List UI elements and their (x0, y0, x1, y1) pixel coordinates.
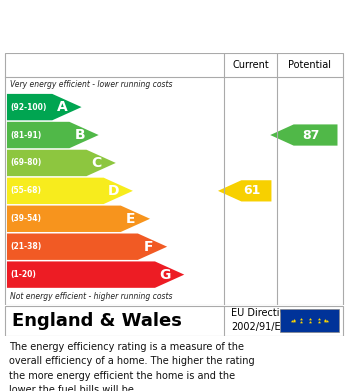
Text: Very energy efficient - lower running costs: Very energy efficient - lower running co… (10, 81, 173, 90)
Polygon shape (218, 180, 271, 201)
Polygon shape (270, 124, 338, 145)
Text: (81-91): (81-91) (10, 131, 42, 140)
Polygon shape (7, 262, 184, 288)
Polygon shape (7, 206, 150, 232)
Text: (39-54): (39-54) (10, 214, 41, 223)
Text: England & Wales: England & Wales (12, 312, 182, 330)
Text: 87: 87 (302, 129, 320, 142)
Text: D: D (108, 184, 120, 198)
Text: (92-100): (92-100) (10, 102, 47, 111)
Bar (280, 309, 339, 332)
Text: Potential: Potential (288, 60, 331, 70)
Polygon shape (7, 150, 116, 176)
Text: Not energy efficient - higher running costs: Not energy efficient - higher running co… (10, 292, 173, 301)
Text: F: F (143, 240, 153, 254)
Text: Current: Current (232, 60, 269, 70)
Polygon shape (7, 94, 81, 120)
Text: E: E (126, 212, 136, 226)
Text: The energy efficiency rating is a measure of the
overall efficiency of a home. T: The energy efficiency rating is a measur… (9, 342, 254, 391)
Text: Energy Efficiency Rating: Energy Efficiency Rating (10, 20, 220, 35)
Text: (55-68): (55-68) (10, 187, 41, 196)
Polygon shape (7, 122, 98, 148)
Text: A: A (57, 100, 68, 114)
Text: (69-80): (69-80) (10, 158, 42, 167)
Text: G: G (159, 267, 171, 282)
Text: (1-20): (1-20) (10, 270, 36, 279)
Text: EU Directive
2002/91/EC: EU Directive 2002/91/EC (231, 308, 292, 332)
Text: 61: 61 (243, 185, 260, 197)
Text: (21-38): (21-38) (10, 242, 42, 251)
Polygon shape (7, 233, 167, 260)
Polygon shape (7, 178, 133, 204)
Text: C: C (92, 156, 102, 170)
Text: B: B (74, 128, 85, 142)
